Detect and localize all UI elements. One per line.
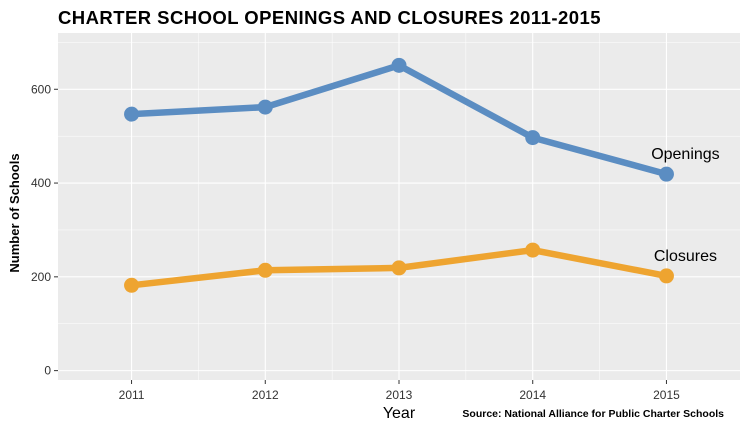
data-point-openings — [257, 99, 273, 115]
x-axis-ticks: 2011 2012 2013 2014 2015 — [119, 380, 680, 402]
series-label-closures: Closures — [654, 248, 717, 265]
x-tick-label: 2013 — [386, 388, 413, 402]
data-point-closures — [525, 242, 541, 258]
data-point-openings — [525, 130, 541, 146]
y-axis-label: Number of Schools — [7, 153, 22, 272]
chart-title: CHARTER SCHOOL OPENINGS AND CLOSURES 201… — [58, 7, 601, 28]
series-labels: Openings Closures — [651, 146, 720, 265]
major-gridlines — [58, 33, 740, 380]
source-note: Source: National Alliance for Public Cha… — [462, 408, 724, 420]
y-tick-label: 0 — [44, 364, 51, 378]
y-tick-label: 600 — [31, 82, 51, 96]
data-point-closures — [391, 260, 407, 276]
x-tick-label: 2015 — [653, 388, 680, 402]
data-point-openings — [391, 57, 407, 73]
y-axis-ticks: 0 200 400 600 — [31, 82, 58, 378]
x-tick-label: 2011 — [119, 388, 145, 402]
y-tick-label: 400 — [31, 176, 51, 190]
y-tick-label: 200 — [31, 270, 51, 284]
x-tick-label: 2014 — [519, 388, 546, 402]
data-point-openings — [124, 106, 140, 122]
data-point-openings — [658, 166, 674, 182]
series-points — [124, 57, 674, 293]
series-label-openings: Openings — [651, 146, 720, 163]
data-point-closures — [257, 262, 273, 278]
data-point-closures — [124, 277, 140, 293]
data-point-closures — [658, 268, 674, 284]
x-tick-label: 2012 — [252, 388, 279, 402]
x-axis-label: Year — [383, 405, 416, 422]
